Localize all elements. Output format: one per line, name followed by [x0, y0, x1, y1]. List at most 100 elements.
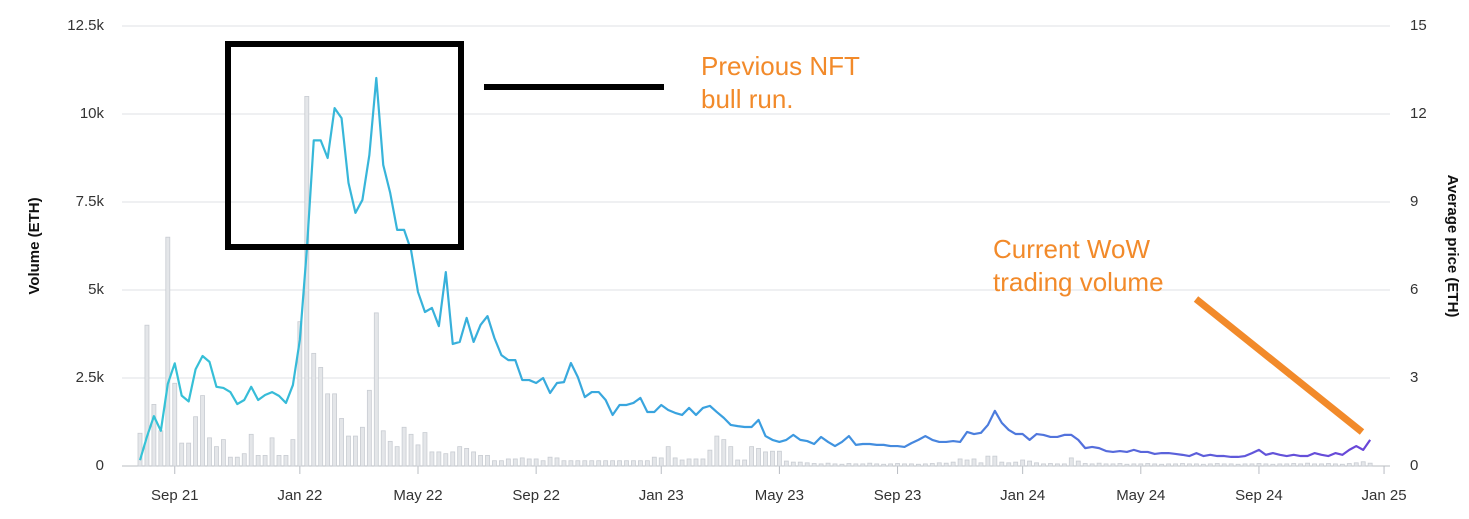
- volume-bar: [1187, 463, 1192, 467]
- volume-bar: [1228, 463, 1234, 467]
- volume-bar: [964, 459, 970, 467]
- volume-bar: [359, 426, 365, 467]
- volume-bar: [790, 461, 796, 467]
- volume-bar: [707, 449, 713, 467]
- volume-bar: [540, 460, 546, 467]
- volume-bar: [971, 458, 977, 467]
- volume-bar: [1152, 463, 1158, 467]
- volume-bar: [610, 460, 615, 467]
- volume-bar: [1110, 463, 1116, 467]
- volume-bar: [658, 457, 664, 467]
- volume-bar: [1339, 463, 1345, 467]
- volume-bar: [422, 432, 428, 467]
- volume-bar: [276, 455, 282, 467]
- volume-bar: [811, 463, 817, 467]
- volume-bar: [1131, 463, 1137, 467]
- volume-bar: [471, 451, 477, 467]
- x-tick-label: Sep 23: [874, 487, 922, 504]
- volume-bar: [200, 395, 205, 467]
- annotation-text: Current WoW: [993, 234, 1150, 264]
- volume-bar: [679, 459, 685, 467]
- annotation-text: Previous NFT: [701, 51, 860, 81]
- volume-bar: [227, 456, 233, 467]
- volume-bar: [554, 457, 560, 467]
- volume-bar: [603, 460, 609, 467]
- volume-bar: [158, 430, 164, 467]
- volume-bar: [783, 460, 789, 467]
- y2-tick-label: 6: [1410, 281, 1418, 298]
- volume-bar: [519, 457, 525, 467]
- volume-bar: [867, 462, 873, 467]
- y-tick-label: 5k: [88, 281, 104, 298]
- volume-bar: [478, 455, 483, 467]
- price-line: [138, 76, 1372, 461]
- volume-bar: [672, 457, 678, 467]
- volume-bar: [881, 463, 887, 467]
- volume-bar: [401, 426, 407, 467]
- volume-bar: [1020, 459, 1026, 467]
- volume-bar: [505, 458, 511, 467]
- volume-bar: [804, 462, 810, 467]
- volume-bar: [137, 432, 143, 467]
- volume-bar: [1061, 463, 1067, 467]
- volume-bar: [144, 324, 150, 467]
- volume-bar: [589, 460, 595, 467]
- volume-bar: [1242, 463, 1248, 467]
- volume-bar: [1207, 463, 1213, 467]
- volume-bar: [992, 455, 998, 467]
- volume-bar: [874, 463, 880, 467]
- y2-tick-label: 9: [1410, 193, 1418, 210]
- volume-bar: [561, 460, 567, 467]
- volume-bar: [638, 460, 643, 467]
- volume-bar: [1305, 462, 1310, 467]
- volume-bar: [1180, 463, 1185, 467]
- volume-bar: [311, 352, 317, 467]
- annotation-text: trading volume: [993, 267, 1164, 297]
- volume-bar: [978, 462, 984, 467]
- volume-bar: [797, 461, 803, 467]
- volume-bar: [825, 462, 831, 467]
- y-tick-label: 10k: [80, 105, 105, 122]
- volume-bar: [318, 367, 324, 467]
- volume-bar: [165, 236, 171, 467]
- volume-bar: [693, 458, 699, 467]
- volume-bar: [248, 433, 254, 467]
- volume-bar: [1284, 463, 1290, 467]
- volume-bar: [839, 463, 845, 467]
- y2-tick-label: 15: [1410, 17, 1427, 34]
- volume-bar: [1089, 463, 1095, 467]
- volume-bar: [596, 460, 602, 467]
- volume-bar: [394, 446, 400, 467]
- volume-bar: [339, 418, 344, 467]
- volume-bar: [1145, 463, 1151, 467]
- volume-bar: [1353, 462, 1359, 467]
- volume-bar: [777, 450, 782, 467]
- volume-bar: [860, 463, 866, 467]
- volume-bar: [346, 435, 351, 467]
- volume-bar: [207, 437, 212, 467]
- volume-bar: [1200, 463, 1206, 467]
- volume-bar: [464, 447, 470, 467]
- x-tick-label: Jan 25: [1362, 487, 1407, 504]
- volume-bar: [151, 403, 157, 467]
- volume-bar: [936, 462, 942, 467]
- volume-bar: [749, 446, 754, 467]
- y-tick-label: 0: [96, 457, 104, 474]
- volume-bar: [985, 455, 991, 467]
- x-tick-label: Jan 22: [277, 487, 322, 504]
- volume-bar: [1124, 463, 1130, 467]
- volume-bar: [686, 458, 692, 467]
- y-tick-label: 7.5k: [76, 193, 105, 210]
- volume-bar: [1159, 463, 1165, 467]
- volume-bar: [1103, 463, 1109, 467]
- volume-bar: [1360, 461, 1366, 467]
- volume-bar: [895, 463, 900, 467]
- volume-bar: [1166, 463, 1171, 467]
- volume-bar: [1096, 462, 1102, 467]
- y2-axis-title: Average price (ETH): [1444, 175, 1461, 318]
- volume-bar: [172, 382, 178, 467]
- volume-bar: [909, 463, 914, 467]
- volume-bar: [770, 450, 775, 467]
- volume-bar: [214, 446, 219, 467]
